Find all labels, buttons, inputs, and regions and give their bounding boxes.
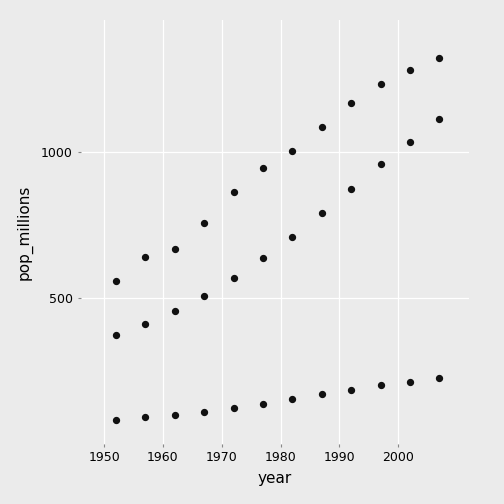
- Point: [200, 292, 208, 300]
- Point: [259, 400, 267, 408]
- Point: [112, 331, 120, 339]
- Point: [406, 378, 414, 386]
- Point: [435, 115, 444, 123]
- X-axis label: year: year: [258, 471, 292, 486]
- Point: [141, 413, 149, 421]
- Point: [347, 386, 355, 394]
- Point: [229, 188, 237, 196]
- Point: [259, 255, 267, 263]
- Point: [200, 408, 208, 416]
- Point: [259, 164, 267, 172]
- Point: [171, 411, 179, 419]
- Point: [288, 395, 296, 403]
- Point: [318, 390, 326, 398]
- Point: [435, 54, 444, 62]
- Point: [112, 277, 120, 285]
- Point: [318, 210, 326, 218]
- Point: [112, 415, 120, 423]
- Point: [376, 382, 385, 390]
- Point: [200, 219, 208, 227]
- Point: [347, 99, 355, 107]
- Point: [288, 233, 296, 241]
- Point: [141, 254, 149, 262]
- Point: [288, 148, 296, 156]
- Point: [435, 374, 444, 383]
- Point: [171, 307, 179, 315]
- Y-axis label: pop_millions: pop_millions: [17, 184, 33, 280]
- Point: [376, 159, 385, 167]
- Point: [406, 138, 414, 146]
- Point: [406, 66, 414, 74]
- Point: [318, 123, 326, 131]
- Point: [229, 274, 237, 282]
- Point: [171, 245, 179, 253]
- Point: [376, 80, 385, 88]
- Point: [229, 404, 237, 412]
- Point: [141, 320, 149, 328]
- Point: [347, 185, 355, 193]
